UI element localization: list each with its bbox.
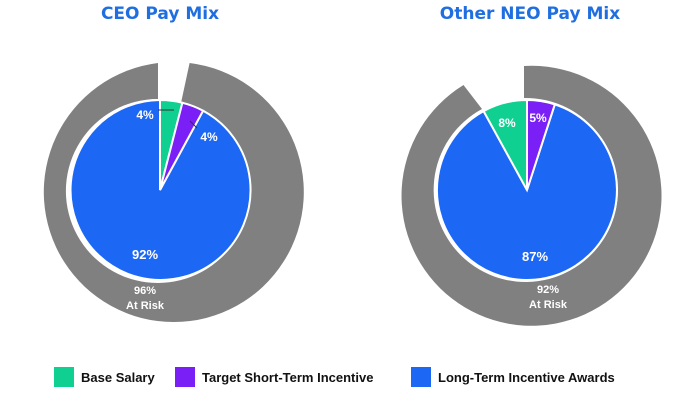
neo-base-salary-label: 8% — [498, 116, 516, 130]
ceo-at-risk-ring — [43, 63, 304, 323]
sti-swatch-icon — [175, 367, 195, 387]
ceo-at-risk-value: 96% — [134, 285, 156, 297]
neo-at-risk-ring — [401, 65, 662, 326]
legend-label: Long-Term Incentive Awards — [438, 369, 615, 385]
ceo-chart: 4% 4% 92% 96% At Risk — [43, 63, 304, 323]
ceo-sti-leader-line — [189, 120, 198, 129]
neo-chart-title: Other NEO Pay Mix — [439, 4, 621, 24]
ceo-base-salary-label: 4% — [136, 108, 154, 122]
ceo-chart-title: CEO Pay Mix — [100, 4, 220, 24]
legend-item-base-salary: Base Salary — [54, 367, 155, 387]
neo-sti-label: 5% — [529, 111, 547, 125]
legend-label: Target Short-Term Incentive — [202, 369, 374, 385]
ceo-sti-label: 4% — [200, 130, 218, 144]
ceo-lti-label: 92% — [132, 247, 158, 262]
neo-sti-slice — [526, 98, 557, 191]
legend-label: Base Salary — [81, 369, 155, 385]
ceo-sti-slice — [159, 101, 205, 191]
legend-item-long-term-incentive: Long-Term Incentive Awards — [411, 367, 615, 387]
base-salary-swatch-icon — [54, 367, 74, 387]
neo-lti-slice — [435, 103, 618, 281]
neo-at-risk-value: 92% — [537, 284, 559, 296]
neo-chart: 8% 5% 87% 92% At Risk — [401, 65, 662, 326]
chart-legend: Base Salary Target Short-Term Incentive … — [0, 367, 678, 389]
legend-item-short-term-incentive: Target Short-Term Incentive — [175, 367, 373, 387]
ceo-at-risk-text: At Risk — [126, 300, 165, 312]
lti-swatch-icon — [411, 367, 431, 387]
neo-lti-label: 87% — [522, 249, 548, 264]
neo-at-risk-text: At Risk — [529, 299, 568, 311]
